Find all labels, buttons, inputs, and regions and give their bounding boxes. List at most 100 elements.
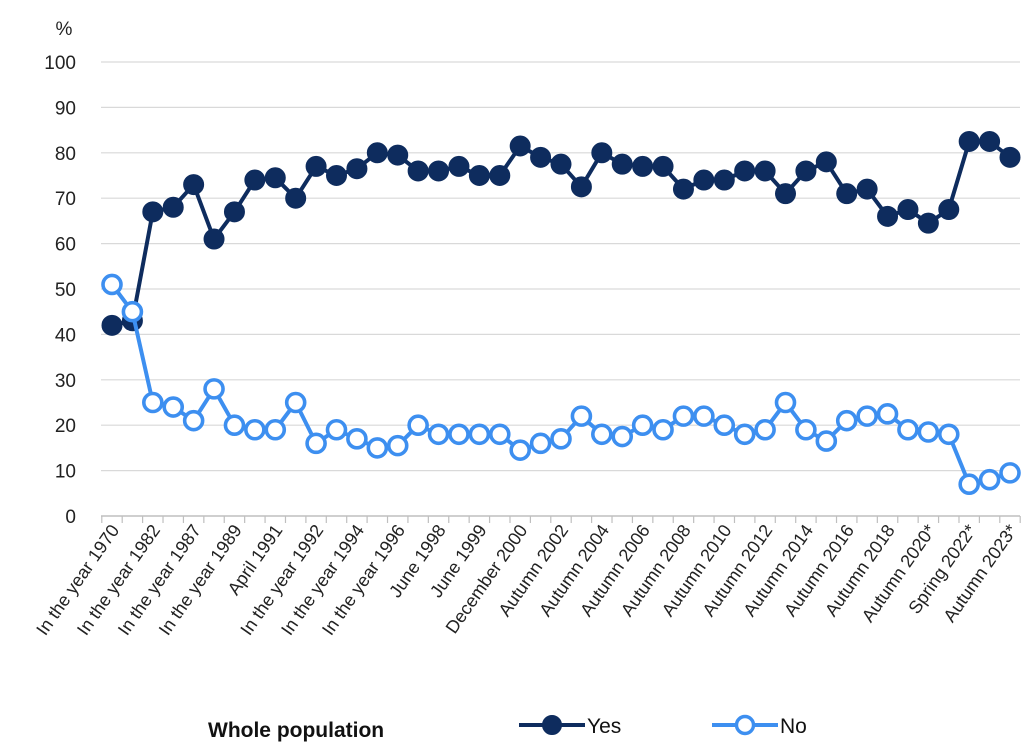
data-point-no (468, 423, 491, 446)
data-point-yes (672, 178, 694, 200)
data-point-no (509, 439, 531, 461)
data-point-no (162, 396, 185, 418)
data-point-no (325, 418, 348, 441)
data-point-yes (570, 176, 592, 198)
data-point-no (999, 462, 1021, 484)
data-point-no (672, 405, 695, 427)
series-layer (101, 130, 1021, 496)
data-point-yes (815, 151, 837, 173)
data-point-yes (489, 165, 511, 186)
data-point-no (427, 423, 450, 446)
y-tick-label: 40 (55, 325, 76, 346)
data-point-yes (999, 146, 1021, 168)
data-point-yes (428, 160, 450, 182)
data-point-yes (591, 142, 613, 164)
y-tick-label: 20 (55, 416, 76, 437)
data-point-no (223, 414, 246, 437)
y-tick-label: 30 (55, 371, 76, 392)
data-point-yes (183, 174, 205, 196)
data-point-yes (407, 160, 429, 182)
data-point-no (142, 391, 164, 414)
data-point-no (244, 418, 266, 441)
data-point-yes (326, 165, 347, 186)
data-point-no (407, 414, 429, 437)
data-point-no (529, 432, 552, 455)
data-point-no (917, 421, 940, 443)
legend-marker (734, 714, 756, 736)
data-point-yes (713, 169, 735, 191)
data-point-no (856, 405, 878, 427)
data-point-yes (448, 155, 470, 177)
data-point-no (733, 423, 756, 446)
data-point-no (754, 418, 776, 441)
data-point-yes (693, 169, 715, 191)
y-tick-label: 100 (44, 53, 76, 74)
data-point-yes (917, 212, 939, 234)
data-point-no (448, 423, 470, 446)
data-point-yes (550, 153, 572, 175)
y-tick-label: 90 (55, 98, 76, 119)
data-point-no (978, 468, 1001, 491)
legend-items: Yes No (519, 714, 807, 738)
y-tick-label: 70 (55, 189, 76, 210)
y-tick-label: 80 (55, 144, 76, 165)
data-point-no (897, 418, 919, 441)
legend-label: No (780, 715, 807, 738)
data-point-no (958, 473, 980, 496)
legend-title: Whole population (208, 719, 384, 742)
data-point-yes (387, 144, 409, 166)
data-point-yes (264, 167, 286, 189)
data-point-no (284, 391, 307, 414)
data-point-yes (509, 135, 531, 157)
data-point-no (121, 300, 144, 323)
data-point-no (101, 273, 123, 296)
data-point-no (835, 409, 858, 432)
data-point-no (631, 414, 654, 437)
data-point-no (937, 423, 960, 446)
data-point-yes (877, 205, 899, 227)
data-point-no (203, 378, 225, 400)
legend: Whole population Yes No (208, 714, 807, 742)
data-point-yes (101, 314, 123, 336)
data-point-no (386, 434, 409, 457)
data-point-yes (652, 155, 674, 177)
data-point-yes (244, 169, 266, 191)
data-point-yes (734, 160, 756, 182)
data-point-no (550, 428, 572, 450)
data-point-no (488, 423, 511, 446)
data-point-no (774, 391, 797, 414)
data-point-no (591, 423, 613, 446)
data-point-yes (611, 153, 633, 175)
data-point-yes (754, 160, 776, 182)
legend-item-yes: Yes (519, 715, 621, 738)
data-point-yes (223, 201, 245, 223)
data-point-yes (346, 158, 368, 180)
data-point-no (264, 418, 287, 441)
data-point-no (305, 432, 327, 455)
series-yes (101, 130, 1021, 336)
data-point-yes (468, 165, 490, 186)
data-point-yes (775, 183, 796, 205)
y-tick-label: 60 (55, 235, 76, 256)
data-point-yes (958, 130, 980, 152)
data-point-yes (530, 146, 552, 168)
y-tick-label: 10 (55, 462, 76, 483)
data-point-no (876, 403, 899, 425)
legend-item-no: No (712, 714, 807, 738)
data-point-no (815, 430, 838, 452)
data-point-yes (632, 155, 654, 177)
data-point-no (693, 405, 715, 427)
data-point-yes (162, 196, 184, 218)
data-point-yes (366, 142, 388, 164)
data-point-no (182, 409, 205, 432)
legend-label: Yes (587, 715, 621, 738)
data-point-yes (938, 199, 960, 221)
data-point-yes (897, 199, 919, 221)
y-axis-unit-label: % (56, 19, 73, 40)
data-point-no (713, 414, 736, 437)
data-point-no (611, 425, 634, 448)
y-axis-ticks: 0 10 20 30 40 50 60 70 80 90 100 (44, 53, 76, 528)
legend-marker (542, 715, 562, 735)
